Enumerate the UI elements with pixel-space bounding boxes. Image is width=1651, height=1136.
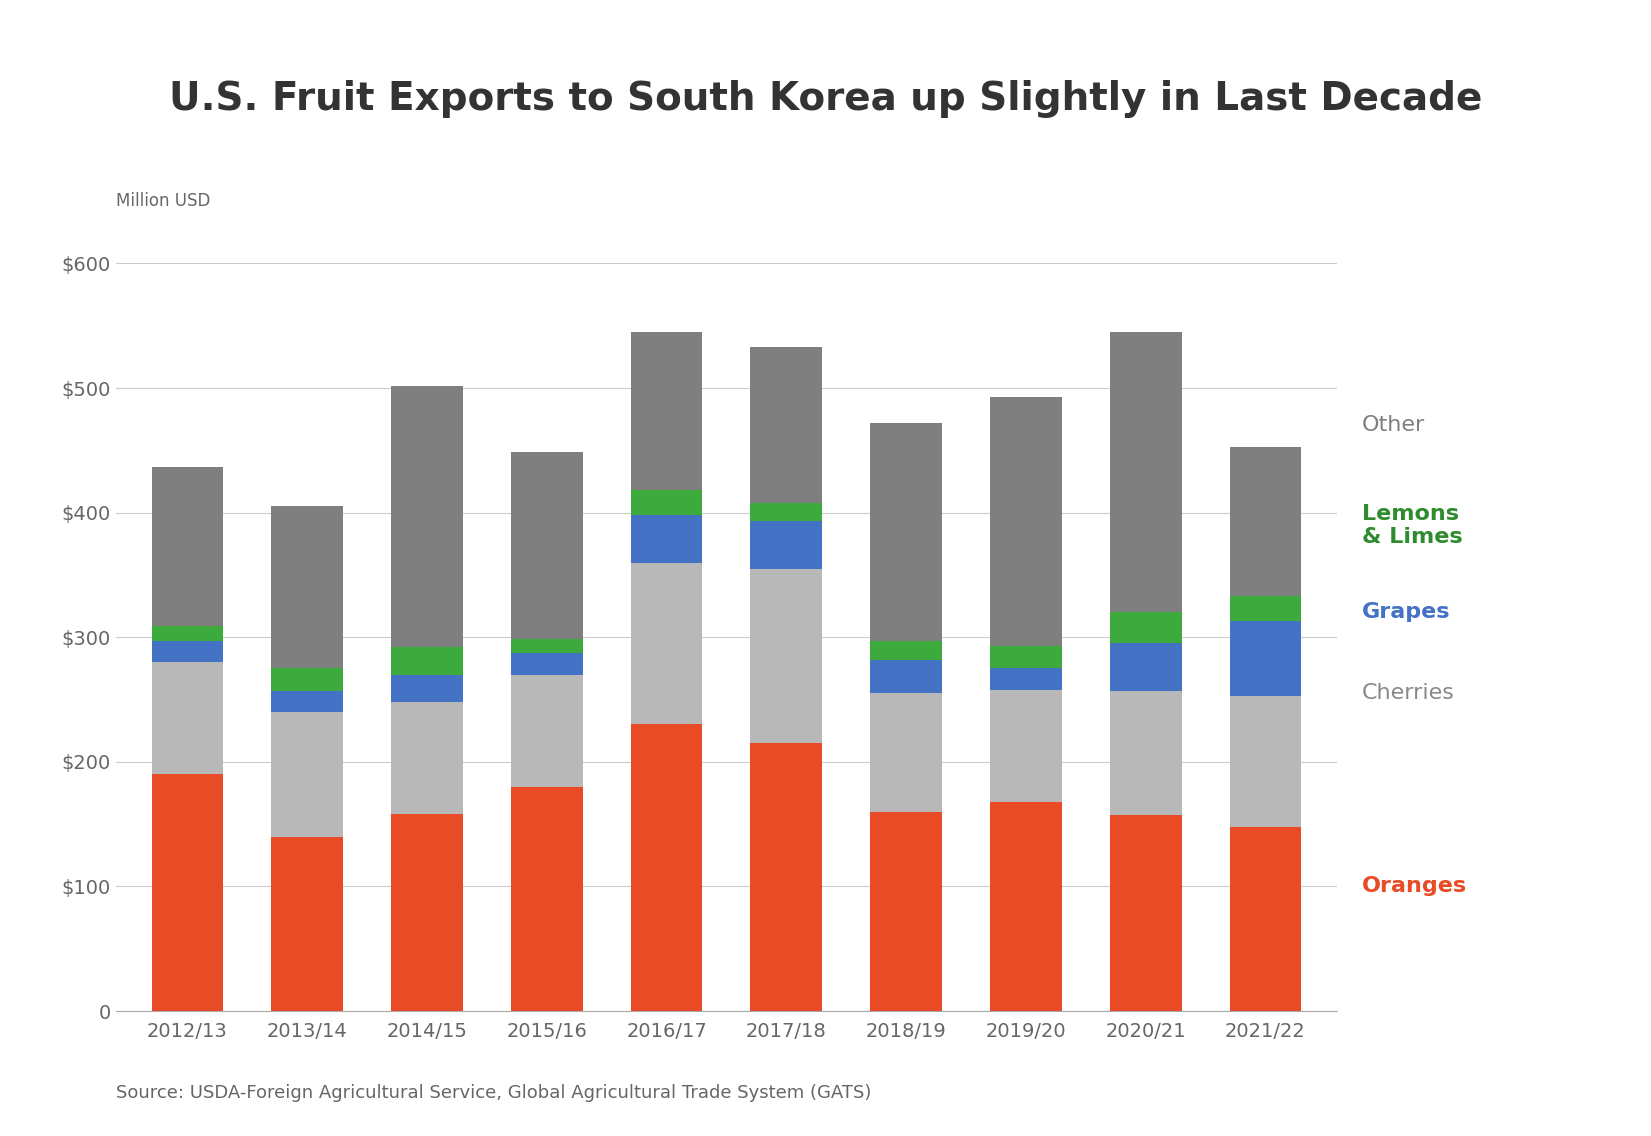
Bar xyxy=(391,675,462,702)
Bar xyxy=(1109,612,1182,643)
Bar xyxy=(631,491,702,515)
Bar xyxy=(631,725,702,1011)
Bar xyxy=(1109,691,1182,816)
Bar xyxy=(870,693,943,812)
Bar xyxy=(870,423,943,641)
Bar xyxy=(991,396,1062,646)
Bar xyxy=(1230,827,1301,1011)
Bar xyxy=(751,346,822,503)
Text: Cherries: Cherries xyxy=(1362,684,1455,703)
Bar xyxy=(510,653,583,675)
Text: Other: Other xyxy=(1362,416,1425,435)
Bar xyxy=(510,675,583,787)
Bar xyxy=(271,712,343,836)
Bar xyxy=(271,836,343,1011)
Bar xyxy=(991,646,1062,668)
Bar xyxy=(1230,696,1301,827)
Bar xyxy=(870,641,943,660)
Bar xyxy=(1109,332,1182,612)
Bar xyxy=(631,562,702,725)
Bar xyxy=(751,521,822,569)
Bar xyxy=(631,515,702,562)
Bar xyxy=(391,648,462,675)
Bar xyxy=(271,691,343,712)
Text: Million USD: Million USD xyxy=(116,192,210,210)
Bar xyxy=(391,702,462,815)
Bar xyxy=(152,775,223,1011)
Bar xyxy=(751,503,822,521)
Bar xyxy=(510,452,583,638)
Bar xyxy=(751,743,822,1011)
Text: Oranges: Oranges xyxy=(1362,877,1468,896)
Text: Source: USDA-Foreign Agricultural Service, Global Agricultural Trade System (GAT: Source: USDA-Foreign Agricultural Servic… xyxy=(116,1084,872,1102)
Bar xyxy=(1109,643,1182,691)
Bar xyxy=(991,690,1062,802)
Bar xyxy=(391,385,462,648)
Bar xyxy=(271,507,343,668)
Bar xyxy=(870,660,943,693)
Bar xyxy=(152,467,223,626)
Bar xyxy=(1230,596,1301,621)
Text: Grapes: Grapes xyxy=(1362,602,1451,623)
Bar xyxy=(271,668,343,691)
Bar xyxy=(152,662,223,775)
Bar xyxy=(870,812,943,1011)
Bar xyxy=(510,638,583,653)
Bar xyxy=(391,815,462,1011)
Text: Lemons
& Limes: Lemons & Limes xyxy=(1362,503,1463,546)
Bar xyxy=(991,802,1062,1011)
Bar xyxy=(991,668,1062,690)
Bar xyxy=(1230,446,1301,596)
Bar xyxy=(1109,816,1182,1011)
Bar xyxy=(1230,621,1301,696)
Bar xyxy=(751,569,822,743)
Bar xyxy=(631,332,702,491)
Text: U.S. Fruit Exports to South Korea up Slightly in Last Decade: U.S. Fruit Exports to South Korea up Sli… xyxy=(168,80,1483,117)
Bar xyxy=(152,626,223,641)
Bar xyxy=(152,641,223,662)
Bar xyxy=(510,787,583,1011)
